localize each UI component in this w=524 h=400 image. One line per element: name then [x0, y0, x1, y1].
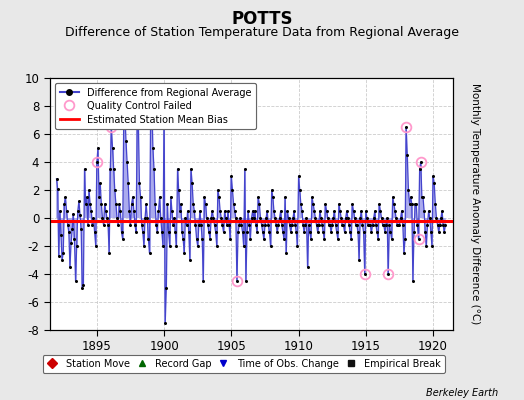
- Y-axis label: Monthly Temperature Anomaly Difference (°C): Monthly Temperature Anomaly Difference (…: [470, 83, 479, 325]
- Legend: Station Move, Record Gap, Time of Obs. Change, Empirical Break: Station Move, Record Gap, Time of Obs. C…: [42, 355, 445, 373]
- Text: POTTS: POTTS: [231, 10, 293, 28]
- Text: Difference of Station Temperature Data from Regional Average: Difference of Station Temperature Data f…: [65, 26, 459, 39]
- Legend: Difference from Regional Average, Quality Control Failed, Estimated Station Mean: Difference from Regional Average, Qualit…: [54, 83, 256, 129]
- Text: Berkeley Earth: Berkeley Earth: [425, 388, 498, 398]
